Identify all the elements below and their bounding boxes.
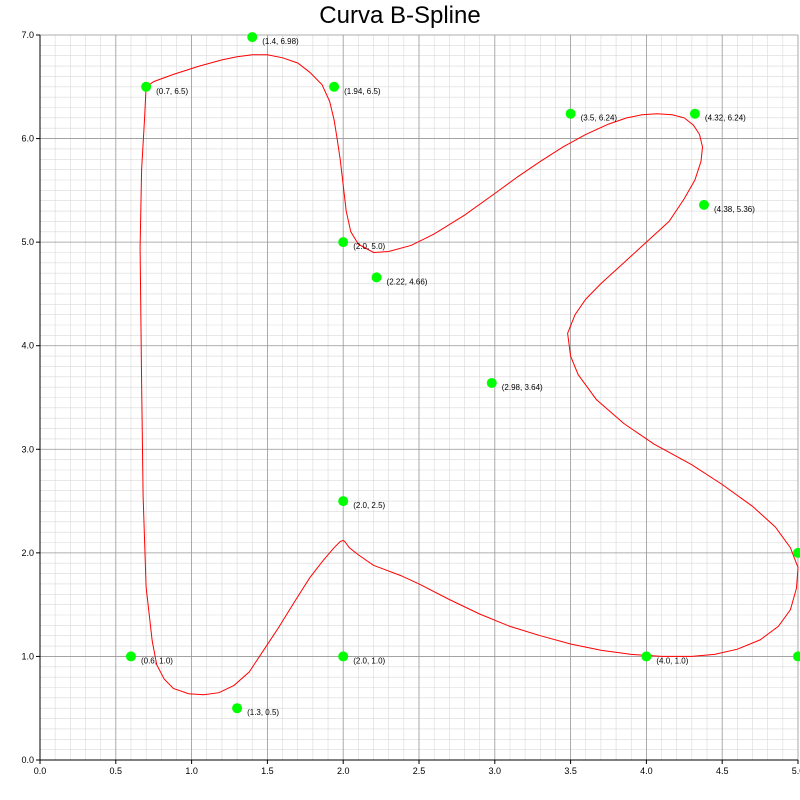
control-point [141, 81, 152, 92]
y-tick-label: 2.0 [21, 548, 34, 558]
control-point [793, 651, 800, 662]
y-axis-ticks: 0.0 1.0 2.0 3.0 4.0 5.0 6.0 7.0 [21, 30, 40, 765]
control-point-label: (1.94, 6.5) [344, 87, 381, 96]
control-point [371, 272, 382, 283]
control-point-label: (2.0, 1.0) [353, 656, 385, 665]
control-point-label: (4.0, 1.0) [656, 656, 688, 665]
control-point-label: (3.5, 6.24) [581, 114, 618, 123]
control-point-label: (4.32, 6.24) [705, 114, 746, 123]
control-point [641, 651, 652, 662]
control-point-label: (2.98, 3.64) [502, 383, 543, 392]
control-point-label: (0.7, 6.5) [156, 87, 188, 96]
x-tick-label: 2.5 [413, 766, 426, 776]
x-tick-label: 4.0 [640, 766, 653, 776]
control-point-label: (4.38, 5.36) [714, 205, 755, 214]
x-tick-label: 0.0 [34, 766, 47, 776]
x-tick-label: 3.5 [564, 766, 577, 776]
control-points: (0.7, 6.5) (1.4, 6.98) (1.94, 6.5) (2.0, 5.… [125, 32, 800, 717]
x-tick-label: 1.5 [261, 766, 274, 776]
x-tick-label: 4.5 [716, 766, 729, 776]
control-point-label: (2.22, 4.66) [387, 277, 428, 286]
control-point [486, 378, 497, 388]
x-tick-label: 2.0 [337, 766, 350, 776]
y-tick-label: 3.0 [21, 444, 34, 454]
curve-layer [139, 54, 799, 696]
control-point [338, 237, 349, 248]
y-tick-label: 6.0 [21, 134, 34, 144]
control-point [125, 651, 136, 662]
y-tick-label: 7.0 [21, 30, 34, 40]
control-point [699, 199, 710, 210]
control-point-label: (1.4, 6.98) [262, 37, 299, 46]
x-tick-label: 3.0 [489, 766, 502, 776]
control-point-label: (0.6, 1.0) [141, 656, 173, 665]
control-point [565, 108, 576, 119]
control-point-label: (2.0, 5.0) [353, 242, 385, 251]
x-tick-label: 5.0 [792, 766, 800, 776]
control-point-label: (1.3, 0.5) [247, 708, 279, 717]
x-tick-label: 1.0 [185, 766, 198, 776]
y-tick-label: 4.0 [21, 341, 34, 351]
b-spline-curve [139, 54, 799, 696]
x-axis-ticks: 0.0 0.5 1.0 1.5 2.0 2.5 3.0 3.5 4.0 4.5 5.0 [34, 760, 800, 776]
y-tick-label: 1.0 [21, 651, 34, 661]
x-tick-label: 0.5 [110, 766, 123, 776]
control-point [232, 703, 243, 714]
control-point [247, 32, 258, 43]
y-tick-label: 5.0 [21, 237, 34, 247]
chart-title: Curva B-Spline [319, 2, 481, 29]
y-tick-label: 0.0 [21, 755, 34, 765]
control-point [689, 108, 700, 119]
control-point [338, 496, 349, 507]
control-point [338, 651, 349, 662]
control-point-label: (2.0, 2.5) [353, 501, 385, 510]
control-point [793, 547, 800, 558]
control-point [329, 81, 340, 92]
